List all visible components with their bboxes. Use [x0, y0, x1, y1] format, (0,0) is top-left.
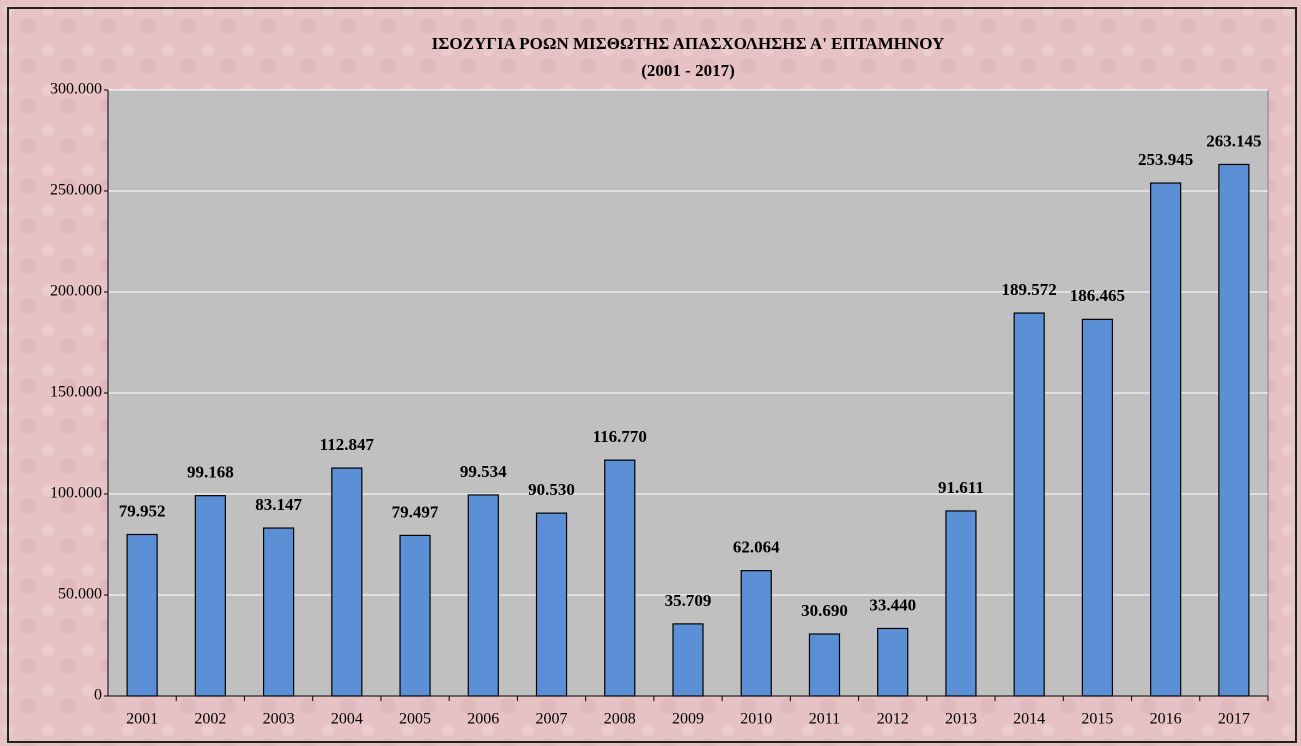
bar [604, 459, 636, 697]
value-label: 116.770 [593, 427, 647, 446]
x-tick-label: 2014 [1013, 711, 1045, 728]
value-label: 253.945 [1138, 150, 1193, 169]
bar [467, 494, 499, 697]
value-label: 263.145 [1206, 131, 1261, 150]
value-label: 33.440 [869, 595, 916, 614]
y-tick-label: 50.000 [58, 586, 102, 603]
x-tick-label: 2017 [1218, 711, 1250, 728]
bar [331, 467, 363, 697]
value-label: 189.572 [1002, 280, 1057, 299]
value-label: 62.064 [733, 538, 780, 557]
y-tick-label: 250.000 [50, 182, 102, 199]
chart-subtitle: (2001 - 2017) [641, 61, 734, 80]
bar [877, 627, 909, 697]
y-tick-label: 200.000 [50, 283, 102, 300]
x-tick-label: 2003 [263, 711, 295, 728]
bar [740, 570, 772, 697]
value-label: 186.465 [1070, 286, 1125, 305]
bar [1218, 163, 1250, 697]
y-tick-label: 150.000 [50, 384, 102, 401]
value-label: 112.847 [320, 435, 375, 454]
x-tick-label: 2011 [809, 711, 840, 728]
value-label: 91.611 [938, 478, 984, 497]
x-tick-label: 2001 [126, 711, 158, 728]
value-label: 83.147 [255, 495, 302, 514]
bar [262, 527, 295, 697]
bar [535, 512, 568, 697]
bar [945, 510, 977, 697]
bar [1081, 318, 1114, 697]
bar [194, 495, 226, 697]
y-tick-label: 100.000 [50, 485, 102, 502]
x-tick-label: 2007 [536, 711, 568, 728]
x-tick-label: 2002 [194, 711, 226, 728]
value-label: 99.534 [460, 462, 507, 481]
value-label: 79.952 [119, 501, 166, 520]
x-tick-label: 2006 [467, 711, 499, 728]
bar [672, 623, 704, 697]
x-tick-label: 2009 [672, 711, 704, 728]
value-label: 30.690 [801, 601, 848, 620]
value-label: 99.168 [187, 463, 234, 482]
x-tick-label: 2012 [877, 711, 909, 728]
frame [7, 7, 1297, 743]
y-tick-label: 0 [94, 687, 102, 704]
chart-title: ΙΣΟΖΥΓΙΑ ΡΟΩΝ ΜΙΣΘΩΤΗΣ ΑΠΑΣΧΟΛΗΣΗΣ Α' ΕΠ… [432, 34, 945, 53]
x-tick-label: 2010 [740, 711, 772, 728]
x-tick-label: 2008 [604, 711, 636, 728]
value-label: 79.497 [392, 502, 439, 521]
x-tick-label: 2004 [331, 711, 363, 728]
x-tick-label: 2005 [399, 711, 431, 728]
value-label: 90.530 [528, 480, 575, 499]
bar [399, 534, 431, 697]
x-tick-label: 2013 [945, 711, 977, 728]
value-label: 35.709 [665, 591, 712, 610]
bar [808, 633, 841, 697]
x-tick-label: 2016 [1150, 711, 1182, 728]
bar [1013, 312, 1045, 697]
y-tick-label: 300.000 [50, 81, 102, 98]
x-tick-label: 2015 [1081, 711, 1113, 728]
bar [1150, 182, 1182, 697]
bar [126, 533, 158, 697]
